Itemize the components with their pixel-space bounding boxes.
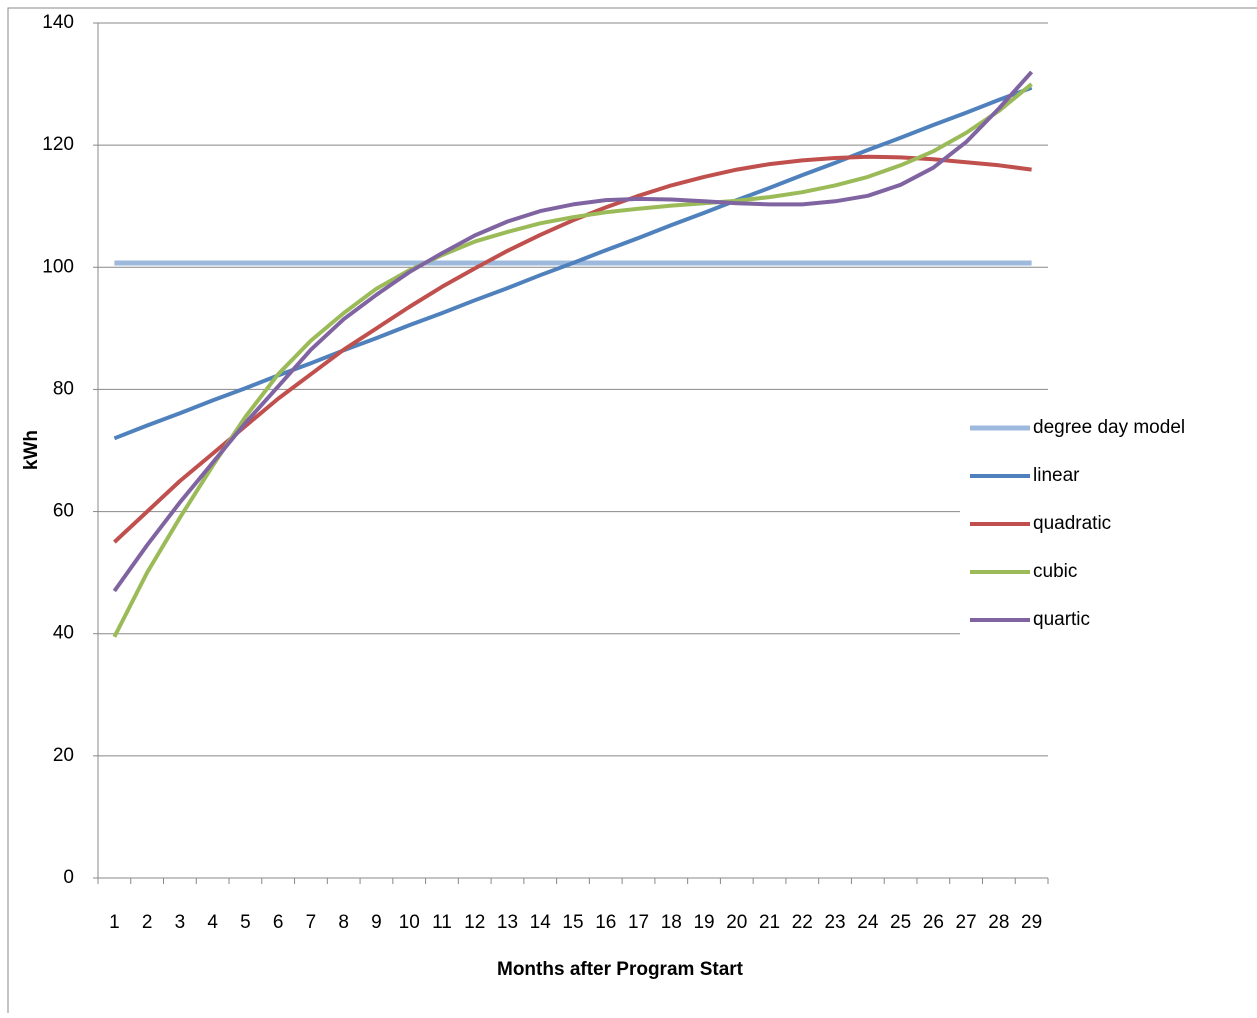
x-tick-label: 29 [1021,912,1042,933]
y-tick-label: 100 [42,256,74,277]
y-tick-label: 120 [42,134,74,155]
x-tick-label: 20 [726,912,747,933]
x-tick-label: 3 [175,912,186,933]
y-tick-label: 80 [53,378,74,399]
x-tick-label: 6 [273,912,284,933]
x-tick-label: 1 [109,912,120,933]
legend-label: quartic [1033,609,1090,630]
x-tick-label: 8 [338,912,349,933]
x-tick-label: 15 [562,912,583,933]
x-tick-label: 13 [497,912,518,933]
x-tick-label: 25 [890,912,911,933]
x-tick-label: 9 [371,912,382,933]
series-line [113,85,1033,441]
x-tick-label: 27 [956,912,977,933]
legend-label: degree day model [1033,417,1185,438]
legend-label: quadratic [1033,513,1111,534]
x-tick-label: 19 [693,912,714,933]
series-line [112,70,1034,593]
y-tick-label: 20 [53,745,74,766]
series-line [113,154,1032,544]
x-tick-label: 7 [306,912,317,933]
series-line [112,82,1033,638]
x-tick-label: 12 [464,912,485,933]
x-tick-label: 17 [628,912,649,933]
x-tick-label: 11 [432,912,452,933]
x-tick-label: 22 [792,912,813,933]
x-tick-label: 10 [399,912,420,933]
y-tick-label: 40 [53,623,74,644]
x-tick-label: 26 [923,912,944,933]
x-tick-label: 14 [530,912,552,933]
y-tick-label: 0 [63,867,74,888]
x-tick-label: 5 [240,912,251,933]
legend-label: cubic [1033,561,1077,582]
y-tick-label: 140 [42,12,74,33]
x-tick-label: 24 [857,912,879,933]
legend-label: linear [1033,465,1080,486]
x-tick-label: 18 [661,912,682,933]
y-tick-label: 60 [53,501,74,522]
x-tick-label: 28 [988,912,1009,933]
x-tick-label: 21 [759,912,780,933]
x-tick-label: 2 [142,912,153,933]
x-tick-label: 16 [595,912,616,933]
y-axis-title: kWh [21,430,42,470]
x-axis-title: Months after Program Start [497,959,744,980]
chart-frame [7,7,1257,1018]
x-tick-label: 4 [207,912,218,933]
x-tick-label: 23 [824,912,845,933]
